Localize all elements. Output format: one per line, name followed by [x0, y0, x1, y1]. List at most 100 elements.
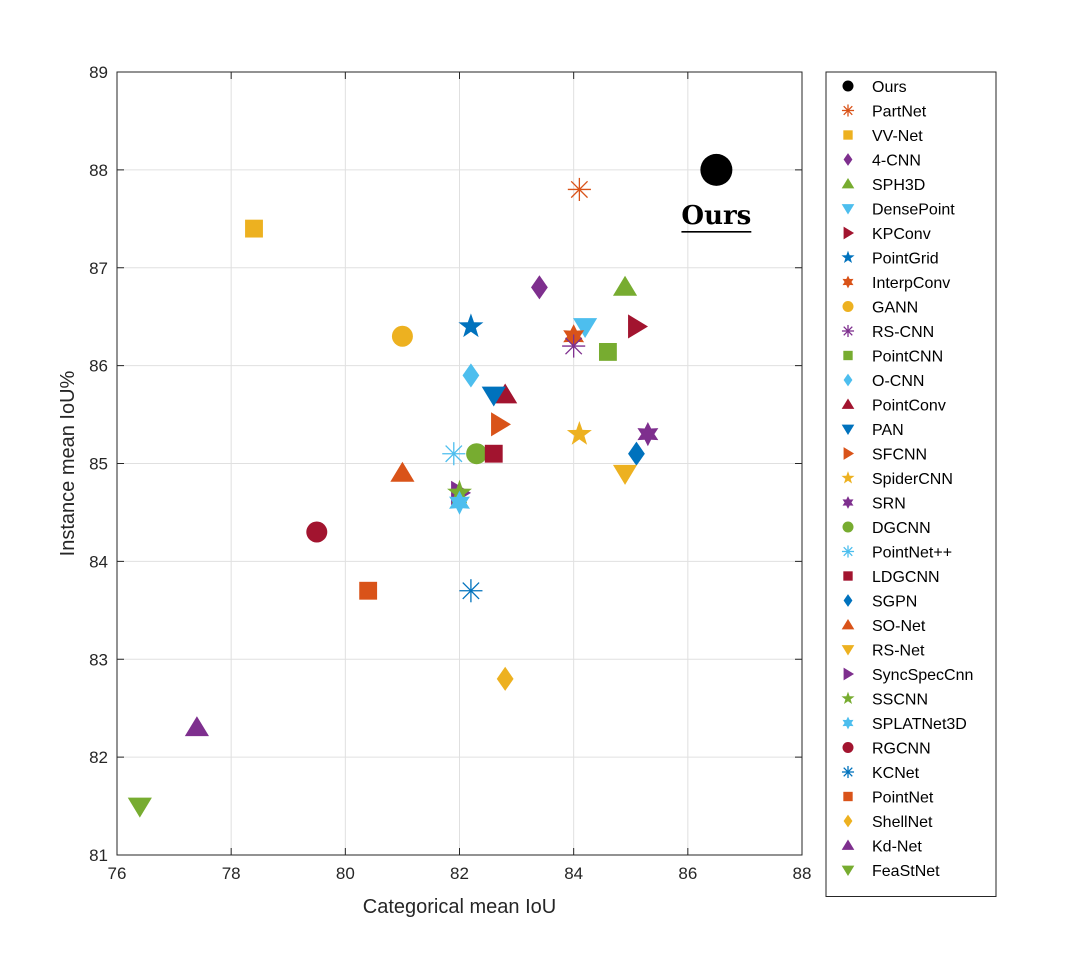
legend-box	[825, 71, 997, 897]
legend-entry: VV-Net	[872, 128, 923, 145]
legend-entry: PointCNN	[872, 349, 943, 366]
legend-entry: DensePoint	[872, 202, 955, 219]
data-point	[459, 579, 483, 603]
legend-marker	[842, 80, 854, 92]
data-point	[612, 464, 638, 485]
legend-marker	[841, 618, 855, 630]
legend-entry: PointNet	[872, 790, 934, 807]
legend-entry: PointNet++	[872, 545, 952, 562]
legend-marker	[843, 153, 853, 166]
data-point	[491, 412, 512, 437]
legend-entry: PartNet	[872, 104, 927, 121]
x-tick-label: 82	[450, 864, 469, 883]
data-point	[466, 443, 488, 465]
legend-marker	[841, 865, 855, 877]
marker-stroke	[843, 326, 853, 336]
legend-marker	[841, 839, 855, 850]
legend-marker	[841, 204, 855, 215]
data-point	[442, 442, 466, 466]
x-axis-label: Categorical mean IoU	[363, 896, 556, 918]
marker-stroke	[445, 445, 463, 463]
legend-marker	[842, 496, 854, 509]
marker-stroke	[843, 546, 853, 557]
data-point	[573, 318, 598, 339]
legend-entry: Kd-Net	[872, 839, 922, 856]
legend-marker	[843, 667, 855, 681]
data-point	[245, 219, 263, 238]
legend-entry: PointGrid	[872, 251, 939, 268]
y-tick-label: 87	[89, 259, 108, 278]
data-point	[637, 422, 659, 447]
legend-entry: ShellNet	[872, 814, 933, 831]
data-point	[391, 325, 413, 347]
x-tick-label: 86	[678, 864, 697, 883]
legend-entry: LDGCNN	[872, 569, 940, 586]
x-tick-label: 78	[222, 864, 241, 883]
legend: Ours PartNet VV-Net 4-CNN SPH3D DensePoint KPC…	[825, 71, 997, 897]
legend-marker	[841, 250, 855, 264]
legend-entry: RS-Net	[872, 643, 925, 660]
data-point	[566, 421, 592, 445]
data-point	[496, 666, 514, 691]
legend-marker	[843, 571, 853, 581]
y-tick-label: 86	[89, 357, 108, 376]
marker-stroke	[565, 337, 583, 355]
legend-marker	[841, 545, 855, 558]
legend-marker	[841, 765, 855, 779]
data-point	[359, 581, 378, 600]
legend-marker	[842, 521, 854, 533]
data-point	[562, 334, 586, 358]
ours-annotation: Ours	[681, 201, 751, 231]
legend-entry: PointConv	[872, 398, 946, 415]
legend-marker	[842, 301, 854, 312]
x-tick-label: 88	[793, 864, 812, 883]
y-tick-label: 82	[89, 748, 108, 767]
legend-marker	[843, 226, 855, 240]
data-point	[628, 314, 649, 339]
legend-marker	[843, 447, 855, 460]
legend-marker	[841, 398, 855, 409]
x-tick-label: 76	[108, 864, 127, 883]
data-point	[184, 716, 209, 737]
legend-marker	[843, 791, 853, 802]
x-tick-label: 80	[336, 864, 355, 883]
x-tick-label: 84	[564, 864, 583, 883]
legend-marker	[841, 424, 855, 436]
legend-entry: Ours	[872, 79, 907, 96]
legend-entry: 4-CNN	[872, 153, 921, 170]
legend-marker	[841, 177, 855, 189]
marker-stroke	[570, 180, 589, 199]
legend-marker	[843, 373, 853, 387]
legend-entry: O-CNN	[872, 373, 924, 390]
legend-entry: SyncSpecCnn	[872, 667, 973, 684]
legend-marker	[842, 275, 854, 289]
legend-entry: SSCNN	[872, 692, 928, 709]
data-point	[598, 342, 617, 361]
legend-entry: SpiderCNN	[872, 471, 953, 488]
legend-entry: SPLATNet3D	[872, 716, 967, 733]
data-point	[531, 275, 548, 300]
data-point	[449, 490, 470, 515]
legend-entry: PAN	[872, 422, 904, 439]
legend-entry: SFCNN	[872, 447, 927, 464]
legend-marker	[841, 645, 855, 656]
legend-marker	[843, 130, 853, 140]
data-point	[127, 797, 152, 818]
legend-entry: RS-CNN	[872, 324, 934, 341]
legend-marker	[843, 594, 853, 607]
legend-entry: DGCNN	[872, 520, 931, 537]
y-tick-label: 89	[89, 63, 108, 82]
y-tick-label: 83	[89, 650, 108, 669]
y-tick-label: 88	[89, 161, 108, 180]
y-axis-label: Instance mean IoU%	[57, 370, 79, 556]
legend-entry: SO-Net	[872, 618, 926, 635]
marker-stroke	[843, 767, 853, 777]
legend-marker	[842, 742, 854, 753]
y-tick-label: 81	[89, 846, 108, 865]
legend-marker	[841, 324, 855, 338]
grid-lines	[117, 72, 802, 855]
data-point	[481, 386, 506, 407]
data-point	[390, 461, 415, 482]
legend-marker	[841, 104, 855, 117]
